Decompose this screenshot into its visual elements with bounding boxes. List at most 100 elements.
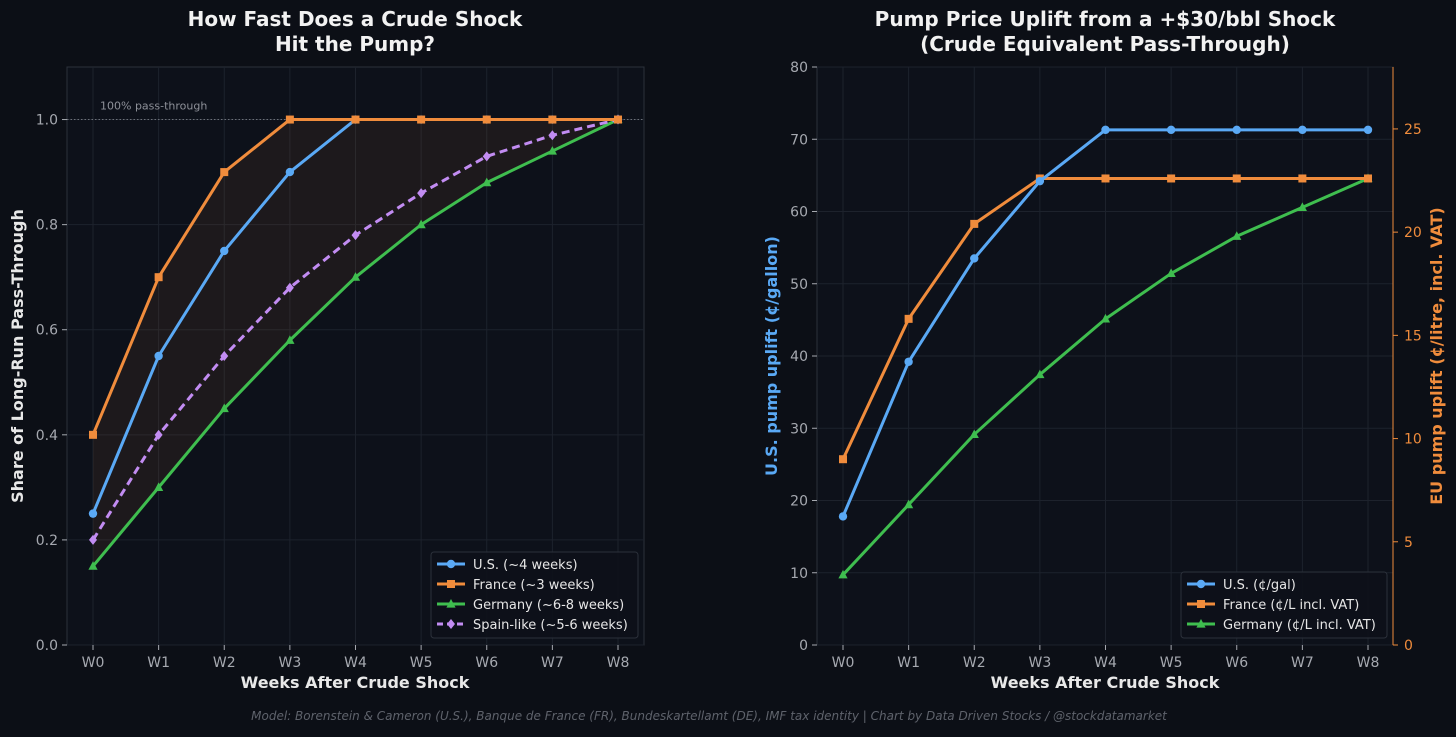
data-point bbox=[154, 429, 163, 440]
data-point bbox=[219, 403, 229, 413]
shaded-band bbox=[93, 119, 618, 567]
data-point bbox=[88, 561, 98, 570]
data-point bbox=[904, 314, 913, 323]
y-left-tick-label: 10 bbox=[790, 566, 808, 582]
y-tick-label: 0.2 bbox=[36, 533, 58, 549]
right-chart: Pump Price Uplift from a +$30/bbl Shock(… bbox=[762, 7, 1446, 692]
y-tick-label: 0.4 bbox=[36, 428, 58, 444]
x-tick-label: W8 bbox=[1357, 655, 1380, 671]
legend-label: Germany (~6-8 weeks) bbox=[473, 598, 624, 613]
data-point bbox=[88, 509, 98, 518]
y-tick-label: 0.6 bbox=[36, 323, 58, 339]
y-left-tick-label: 60 bbox=[790, 205, 808, 221]
x-tick-label: W5 bbox=[1160, 655, 1183, 671]
data-point bbox=[1035, 176, 1045, 186]
reference-line-label: 100% pass-through bbox=[100, 100, 207, 113]
x-tick-label: W2 bbox=[963, 655, 986, 671]
y-right-tick-label: 25 bbox=[1404, 122, 1422, 138]
chart-title-line: How Fast Does a Crude Shock bbox=[188, 7, 523, 31]
data-point bbox=[1232, 125, 1241, 135]
x-tick-label: W8 bbox=[607, 655, 630, 671]
chart-title: How Fast Does a Crude Shock Hit the Pump? bbox=[188, 7, 523, 56]
data-point bbox=[416, 219, 426, 229]
series-france-l-incl-vat bbox=[839, 174, 1372, 464]
legend-marker bbox=[447, 580, 455, 588]
legend-item: Germany (¢/L incl. VAT) bbox=[1187, 618, 1376, 633]
legend-marker bbox=[1196, 579, 1206, 589]
x-tick-label: W1 bbox=[147, 655, 170, 671]
y-tick-label: 1.0 bbox=[36, 113, 58, 129]
y-left-axis-label: U.S. pump uplift (¢/gallon) bbox=[762, 236, 781, 476]
data-point bbox=[89, 430, 97, 439]
data-point bbox=[1166, 268, 1176, 278]
y-left-tick-label: 0 bbox=[799, 638, 808, 654]
y-left-tick-label: 40 bbox=[790, 349, 808, 365]
data-point bbox=[220, 246, 229, 256]
x-tick-label: W6 bbox=[1225, 655, 1248, 671]
data-point bbox=[1298, 125, 1307, 135]
data-point bbox=[970, 254, 979, 263]
data-point bbox=[1364, 174, 1372, 183]
y-right-tick-label: 10 bbox=[1404, 432, 1422, 448]
chart-title-line: Hit the Pump? bbox=[275, 32, 435, 56]
data-point bbox=[614, 115, 622, 124]
legend-marker bbox=[1196, 619, 1206, 628]
y-right-tick-label: 5 bbox=[1404, 535, 1413, 551]
legend-label: U.S. (¢/gal) bbox=[1223, 578, 1296, 593]
data-point bbox=[482, 115, 491, 124]
data-point bbox=[969, 429, 979, 439]
data-point bbox=[1297, 202, 1307, 211]
y-left-tick-label: 80 bbox=[790, 60, 808, 76]
y-axis-label: Share of Long-Run Pass-Through bbox=[8, 209, 27, 503]
data-point bbox=[1166, 125, 1176, 135]
legend-item: France (¢/L incl. VAT) bbox=[1187, 598, 1359, 613]
y-left-tick-label: 20 bbox=[790, 494, 808, 510]
data-point bbox=[482, 177, 492, 187]
chart-title: Pump Price Uplift from a +$30/bbl Shock(… bbox=[875, 7, 1336, 56]
data-point bbox=[1100, 313, 1111, 323]
data-point bbox=[285, 335, 295, 344]
series-france-3-weeks bbox=[89, 115, 622, 439]
y-tick-label: 0.8 bbox=[36, 218, 58, 234]
x-tick-label: W7 bbox=[541, 655, 564, 671]
data-point bbox=[285, 282, 294, 293]
y-right-tick-label: 0 bbox=[1404, 638, 1413, 654]
y-right-tick-label: 15 bbox=[1404, 328, 1422, 344]
legend-item: U.S. (¢/gal) bbox=[1187, 578, 1296, 593]
legend-label: Spain-like (~5-6 weeks) bbox=[473, 618, 628, 633]
x-tick-label: W0 bbox=[832, 655, 855, 671]
y-left-tick-label: 70 bbox=[790, 132, 808, 148]
legend-marker bbox=[446, 599, 456, 608]
legend-box bbox=[1180, 571, 1388, 639]
left-chart: How Fast Does a Crude Shock Hit the Pump?… bbox=[8, 7, 645, 692]
legend-item: Spain-like (~5-6 weeks) bbox=[437, 618, 628, 633]
data-point bbox=[547, 146, 557, 155]
legend-marker bbox=[1197, 600, 1205, 608]
x-axis-label: Weeks After Crude Shock bbox=[991, 673, 1220, 692]
data-point bbox=[1363, 125, 1373, 135]
data-point bbox=[904, 499, 914, 509]
legend-item: France (~3 weeks) bbox=[437, 578, 595, 593]
legend-label: France (~3 weeks) bbox=[473, 578, 595, 593]
data-point bbox=[417, 188, 426, 199]
y-right-axis-label: EU pump uplift (¢/litre, incl. VAT) bbox=[1427, 207, 1446, 504]
legend-label: France (¢/L incl. VAT) bbox=[1223, 598, 1359, 613]
legend-item: U.S. (~4 weeks) bbox=[437, 558, 578, 573]
data-point bbox=[1101, 125, 1110, 135]
data-point bbox=[1298, 174, 1307, 183]
x-axis-label: Weeks After Crude Shock bbox=[241, 673, 470, 692]
data-point bbox=[548, 130, 557, 141]
x-tick-label: W4 bbox=[344, 655, 367, 671]
y-tick-label: 0.0 bbox=[36, 638, 58, 654]
data-point bbox=[285, 167, 295, 177]
data-point bbox=[838, 512, 848, 521]
x-tick-label: W7 bbox=[1291, 655, 1314, 671]
data-point bbox=[1232, 231, 1242, 240]
data-point bbox=[1167, 174, 1176, 183]
chart-title-line: (Crude Equivalent Pass-Through) bbox=[920, 32, 1290, 56]
data-point bbox=[89, 534, 97, 545]
x-tick-label: W5 bbox=[410, 655, 433, 671]
legend-label: U.S. (~4 weeks) bbox=[473, 558, 578, 573]
data-point bbox=[417, 115, 426, 124]
